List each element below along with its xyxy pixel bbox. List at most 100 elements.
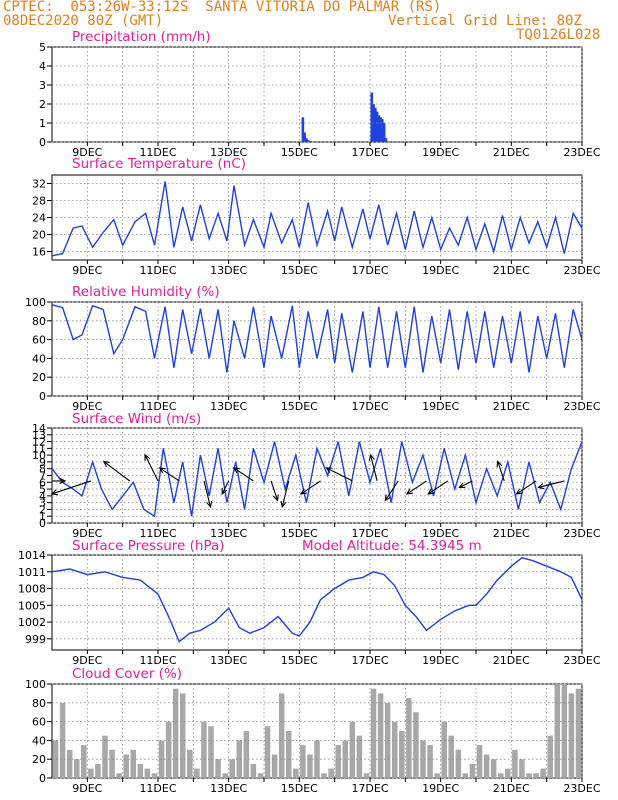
wind-vector xyxy=(221,480,230,495)
wind-x-tick-label: 11DEC xyxy=(139,527,176,540)
precipitation-bar xyxy=(308,141,312,142)
humidity-y-tick-label: 0 xyxy=(39,390,46,403)
cloud-cover-bar xyxy=(490,759,497,778)
humidity-y-tick-label: 100 xyxy=(25,296,46,309)
wind-y-tick-label: 10 xyxy=(32,449,46,462)
wind-y-tick-label: 4 xyxy=(39,490,46,503)
wind-y-tick-label: 8 xyxy=(39,463,46,476)
cloud-cover-bar xyxy=(95,763,101,778)
cloud-cover-bar xyxy=(519,759,525,778)
cloud-cover-bar xyxy=(293,768,299,778)
cloud-cover-y-tick-label: 0 xyxy=(39,772,46,785)
cloud-cover-bar xyxy=(483,754,490,778)
pressure-x-tick-label: 17DEC xyxy=(351,654,388,667)
humidity-x-tick-label: 21DEC xyxy=(493,400,530,413)
wind-vector xyxy=(144,454,159,482)
cloud-cover-bar xyxy=(568,693,575,778)
precipitation-x-tick-label: 23DEC xyxy=(563,146,600,159)
wind-vector-head xyxy=(537,483,545,490)
cloud-cover-bar xyxy=(505,768,511,778)
pressure-x-tick-label: 15DEC xyxy=(281,654,318,667)
cloud-cover-x-tick-label: 11DEC xyxy=(139,782,176,795)
cloud-cover-x-tick-label: 17DEC xyxy=(351,782,388,795)
wind-vector-head xyxy=(325,467,333,474)
cloud-cover-bar xyxy=(399,731,405,778)
cloud-cover-bar xyxy=(187,749,193,778)
wind-vector-head xyxy=(50,489,58,496)
wind-vector xyxy=(384,480,399,501)
wind-vector-head xyxy=(280,500,287,509)
precipitation-y-tick-label: 0 xyxy=(39,136,46,149)
precipitation-y-tick-label: 1 xyxy=(39,117,46,130)
precipitation-bar xyxy=(306,140,310,142)
wind-vector xyxy=(300,480,321,495)
wind-vector-head xyxy=(384,494,391,502)
pressure-y-tick-label: 1005 xyxy=(18,599,46,612)
cloud-cover-bar xyxy=(356,735,363,778)
temperature-x-tick-label: 19DEC xyxy=(422,264,459,277)
precipitation-bar xyxy=(384,138,388,142)
wind-y-tick-label: 0 xyxy=(39,517,46,530)
temperature-x-tick-label: 9DEC xyxy=(72,264,102,277)
cloud-cover-bar xyxy=(222,773,228,778)
cloud-cover-bar xyxy=(243,731,250,778)
temperature-x-tick-label: 17DEC xyxy=(351,264,388,277)
wind-vector xyxy=(281,480,290,508)
temperature-y-tick-label: 24 xyxy=(32,212,46,225)
wind-vector-head xyxy=(59,477,67,485)
wind-vector xyxy=(326,467,353,482)
cloud-cover-title: Cloud Cover (%) xyxy=(72,666,182,682)
cloud-cover-x-tick-label: 19DEC xyxy=(422,782,459,795)
wind-vector-head xyxy=(427,488,435,495)
humidity-series-line xyxy=(51,304,583,373)
pressure-y-tick-label: 999 xyxy=(25,633,46,646)
cloud-cover-bar xyxy=(59,702,66,778)
cloud-cover-x-tick-label: 15DEC xyxy=(281,782,318,795)
pressure-plot-frame xyxy=(51,554,583,651)
precipitation-bar xyxy=(382,123,386,142)
cloud-cover-bar xyxy=(300,745,306,778)
cloud-cover-bar xyxy=(66,749,73,778)
cloud-cover-bar xyxy=(194,768,200,778)
humidity-x-tick-label: 23DEC xyxy=(563,400,600,413)
temperature-series-line xyxy=(51,181,583,257)
wind-y-tick-label: 12 xyxy=(32,436,46,449)
pressure-x-tick-label: 19DEC xyxy=(422,654,459,667)
wind-vector xyxy=(497,461,505,482)
cloud-cover-x-tick-label: 9DEC xyxy=(72,782,102,795)
cloud-cover-bar xyxy=(102,735,108,778)
temperature-x-tick-label: 11DEC xyxy=(139,264,176,277)
wind-vector xyxy=(51,480,92,495)
cloud-cover-bar xyxy=(413,712,419,778)
cloud-cover-bar xyxy=(328,768,334,778)
cloud-cover-bar xyxy=(321,773,327,778)
precipitation-bar xyxy=(381,119,384,142)
wind-y-tick-label: 14 xyxy=(32,422,46,435)
header-init-time: 08DEC2020 80Z (GMT) xyxy=(3,13,164,29)
wind-vector-head xyxy=(232,467,240,474)
humidity-x-tick-label: 13DEC xyxy=(210,400,247,413)
humidity-x-tick-label: 11DEC xyxy=(139,400,176,413)
humidity-x-tick-label: 19DEC xyxy=(422,400,459,413)
precipitation-bar xyxy=(301,117,305,142)
cloud-cover-bar xyxy=(455,749,462,778)
wind-vector-head xyxy=(102,460,110,468)
pressure-y-tick-label: 1002 xyxy=(18,616,46,629)
temperature-x-tick-label: 21DEC xyxy=(493,264,530,277)
wind-vector xyxy=(203,480,211,508)
cloud-cover-bar xyxy=(476,745,483,778)
pressure-annotation: Model Altitude: 54.3945 m xyxy=(302,538,482,554)
cloud-cover-x-tick-label: 13DEC xyxy=(210,782,247,795)
precipitation-bar xyxy=(370,92,374,142)
cloud-cover-bar xyxy=(307,754,313,778)
cloud-cover-bar xyxy=(264,726,271,778)
temperature-title: Surface Temperature (nC) xyxy=(72,156,246,172)
wind-vector-head xyxy=(515,488,523,495)
wind-x-tick-label: 21DEC xyxy=(493,527,530,540)
cloud-cover-y-tick-label: 20 xyxy=(32,753,46,766)
cloud-cover-bar xyxy=(116,773,122,778)
header-line1: CPTEC: 053:26W-33:12S SANTA VITORIA DO P… xyxy=(3,0,442,15)
cloud-cover-bar xyxy=(158,740,165,778)
wind-y-tick-label: 9 xyxy=(39,456,46,469)
cloud-cover-bar xyxy=(250,763,257,778)
